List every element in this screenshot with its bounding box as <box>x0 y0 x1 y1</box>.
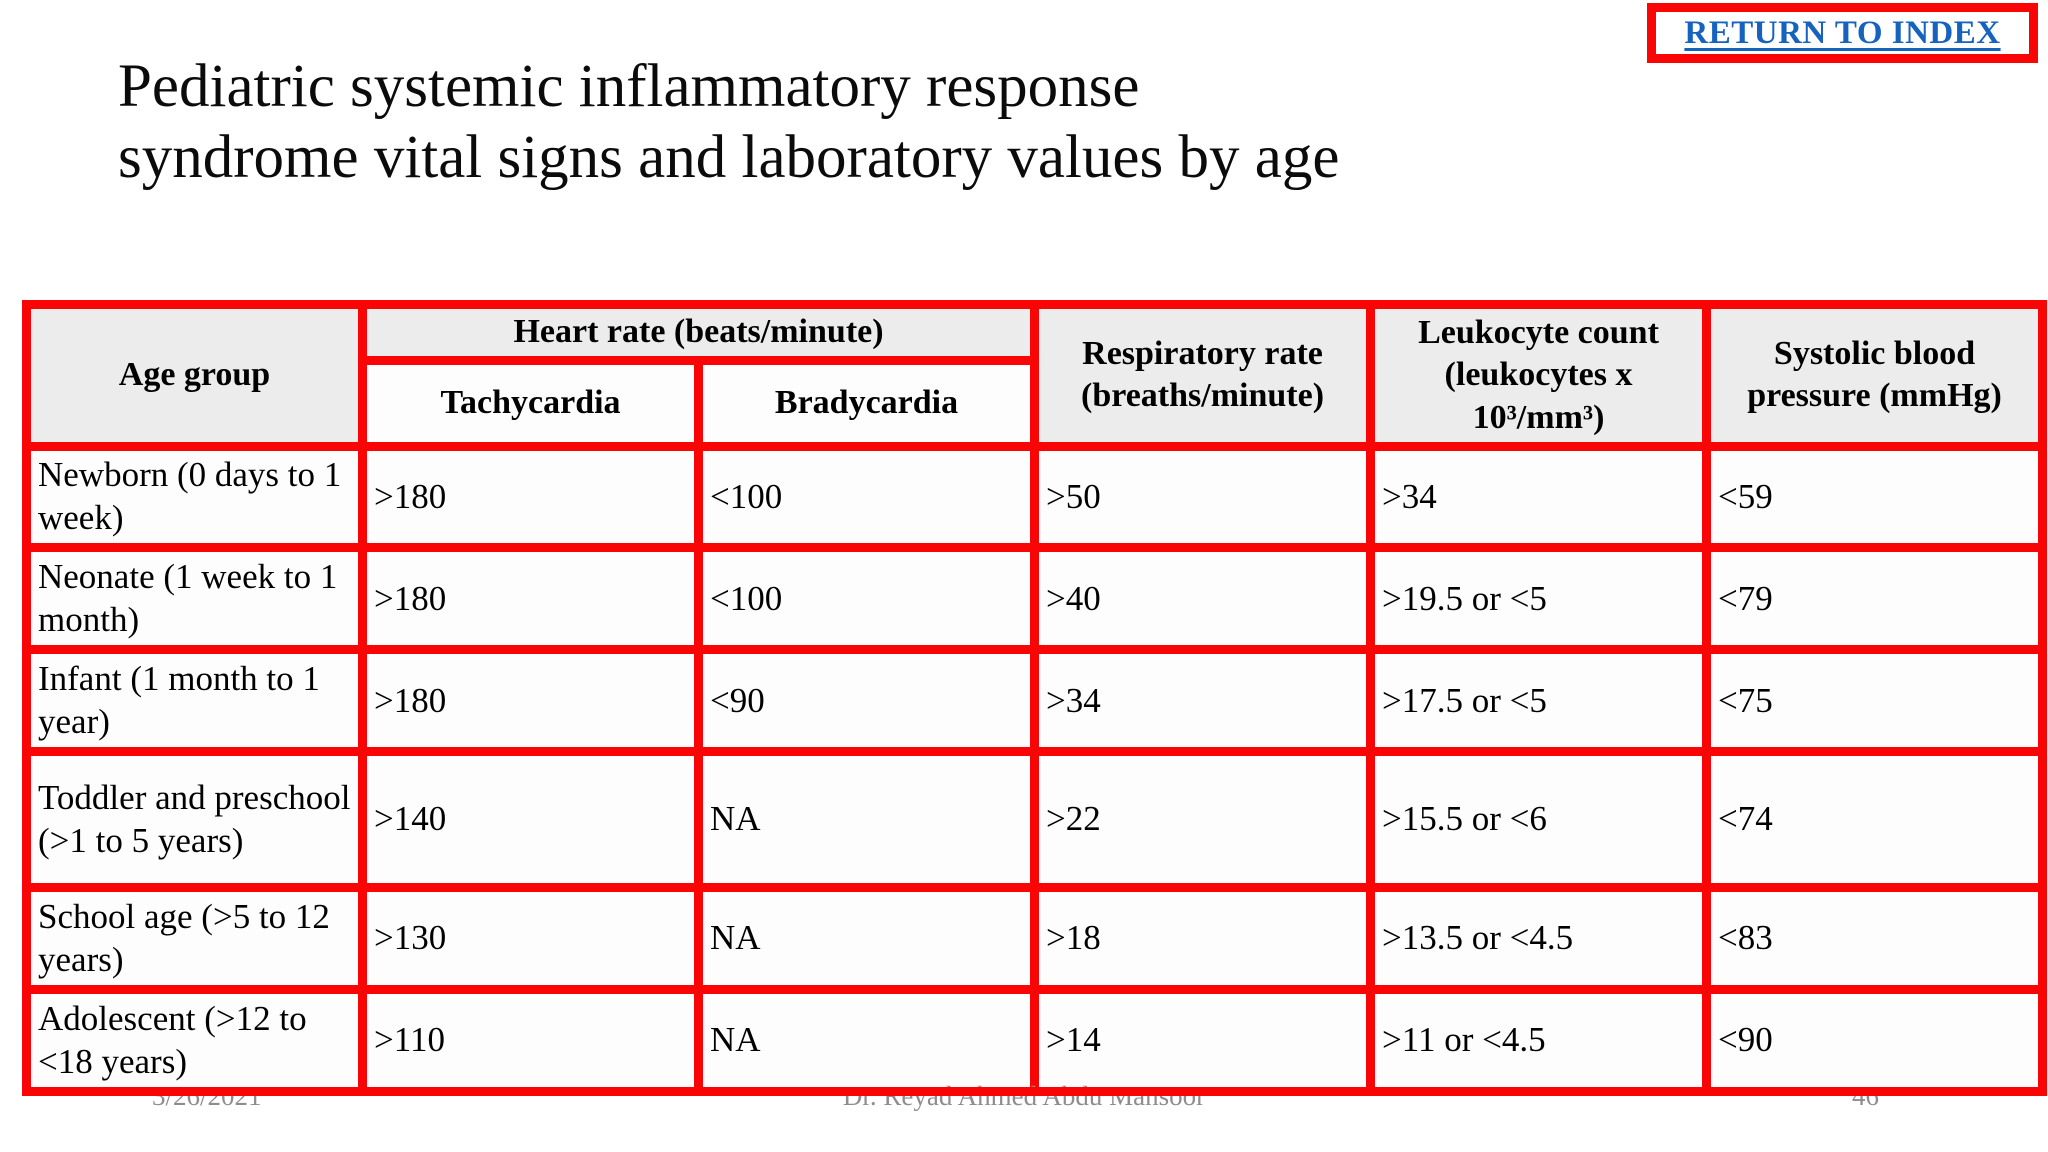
age-group-cell: Toddler and preschool (>1 to 5 years) <box>22 747 367 893</box>
header-row-sub: Tachycardia Bradycardia <box>27 355 2043 451</box>
return-to-index-button[interactable]: RETURN TO INDEX <box>1647 3 2038 63</box>
age-group-cell: Neonate (1 week to 1 month) <box>22 543 367 655</box>
tachycardia-cell: >180 <box>358 543 703 655</box>
tachycardia-cell: >130 <box>358 883 703 994</box>
slide-footer: 3/26/2021 Dr. Reyad Ahmed Abdu Mansoor 4… <box>0 1081 2048 1121</box>
table-row-infant: Infant (1 month to 1 year) >180 <90 >34 … <box>22 645 2048 757</box>
bradycardia-cell: <100 <box>693 543 1040 655</box>
respiratory-cell: >40 <box>1030 543 1376 655</box>
footer-date: 3/26/2021 <box>152 1081 262 1111</box>
table-row-newborn: Newborn (0 days to 1 week) >180 <100 >50… <box>22 441 2048 553</box>
table-row-toddler-preschool: Toddler and preschool (>1 to 5 years) >1… <box>22 747 2048 893</box>
footer-page-number: 46 <box>1852 1081 1879 1111</box>
leukocyte-cell: >34 <box>1366 441 1712 553</box>
bradycardia-cell: <90 <box>693 645 1040 757</box>
respiratory-cell: >14 <box>1030 985 1376 1096</box>
bradycardia-cell: NA <box>693 883 1040 994</box>
return-to-index-link[interactable]: RETURN TO INDEX <box>1684 14 2001 51</box>
bradycardia-cell: NA <box>693 985 1040 1096</box>
systolic-cell: <75 <box>1702 645 2048 757</box>
leukocyte-cell: >17.5 or <5 <box>1366 645 1712 757</box>
tachycardia-cell: >180 <box>358 441 703 553</box>
col-header-systolic-bp: Systolic blood pressure (mmHg) <box>1702 300 2048 451</box>
col-header-bradycardia: Bradycardia <box>693 355 1040 451</box>
respiratory-cell: >50 <box>1030 441 1376 553</box>
table-bottom-border <box>22 1087 2038 1096</box>
page-title: Pediatric systemic inflammatory response… <box>118 52 1339 194</box>
sirs-values-table: Age group Heart rate (beats/minute) Resp… <box>22 300 2048 1096</box>
footer-author: Dr. Reyad Ahmed Abdu Mansoor <box>842 1081 1206 1111</box>
col-header-leukocyte-count: Leukocyte count (leukocytes x 10³/mm³) <box>1366 300 1712 451</box>
systolic-cell: <83 <box>1702 883 2048 994</box>
leukocyte-cell: >11 or <4.5 <box>1366 985 1712 1096</box>
systolic-cell: <79 <box>1702 543 2048 655</box>
col-header-age-group: Age group <box>22 300 367 451</box>
systolic-cell: <90 <box>1702 985 2048 1096</box>
respiratory-cell: >34 <box>1030 645 1376 757</box>
tachycardia-cell: >180 <box>358 645 703 757</box>
col-header-respiratory-rate: Respiratory rate (breaths/minute) <box>1030 300 1376 451</box>
tachycardia-cell: >140 <box>358 747 703 893</box>
page-title-line-2: syndrome vital signs and laboratory valu… <box>118 123 1340 191</box>
header-row-top: Age group Heart rate (beats/minute) Resp… <box>22 300 2048 451</box>
age-group-cell: Adolescent (>12 to <18 years) <box>22 985 367 1096</box>
col-header-tachycardia: Tachycardia <box>358 355 703 451</box>
respiratory-cell: >22 <box>1030 747 1376 893</box>
page-title-line-1: Pediatric systemic inflammatory response <box>118 53 1140 120</box>
table-row-adolescent: Adolescent (>12 to <18 years) >110 NA >1… <box>22 985 2048 1096</box>
systolic-cell: <59 <box>1702 441 2048 553</box>
age-group-cell: Newborn (0 days to 1 week) <box>22 441 367 553</box>
leukocyte-cell: >13.5 or <4.5 <box>1366 883 1712 994</box>
tachycardia-cell: >110 <box>358 985 703 1096</box>
age-group-cell: Infant (1 month to 1 year) <box>22 645 367 757</box>
table-row-school-age: School age (>5 to 12 years) >130 NA >18 … <box>22 883 2048 994</box>
leukocyte-cell: >19.5 or <5 <box>1366 543 1712 655</box>
systolic-cell: <74 <box>1702 747 2048 893</box>
respiratory-cell: >18 <box>1030 883 1376 994</box>
table-row-neonate: Neonate (1 week to 1 month) >180 <100 >4… <box>22 543 2048 655</box>
bradycardia-cell: NA <box>693 747 1040 893</box>
bradycardia-cell: <100 <box>693 441 1040 553</box>
age-group-cell: School age (>5 to 12 years) <box>22 883 367 994</box>
col-header-heart-rate: Heart rate (beats/minute) <box>357 300 1040 365</box>
leukocyte-cell: >15.5 or <6 <box>1366 747 1712 893</box>
